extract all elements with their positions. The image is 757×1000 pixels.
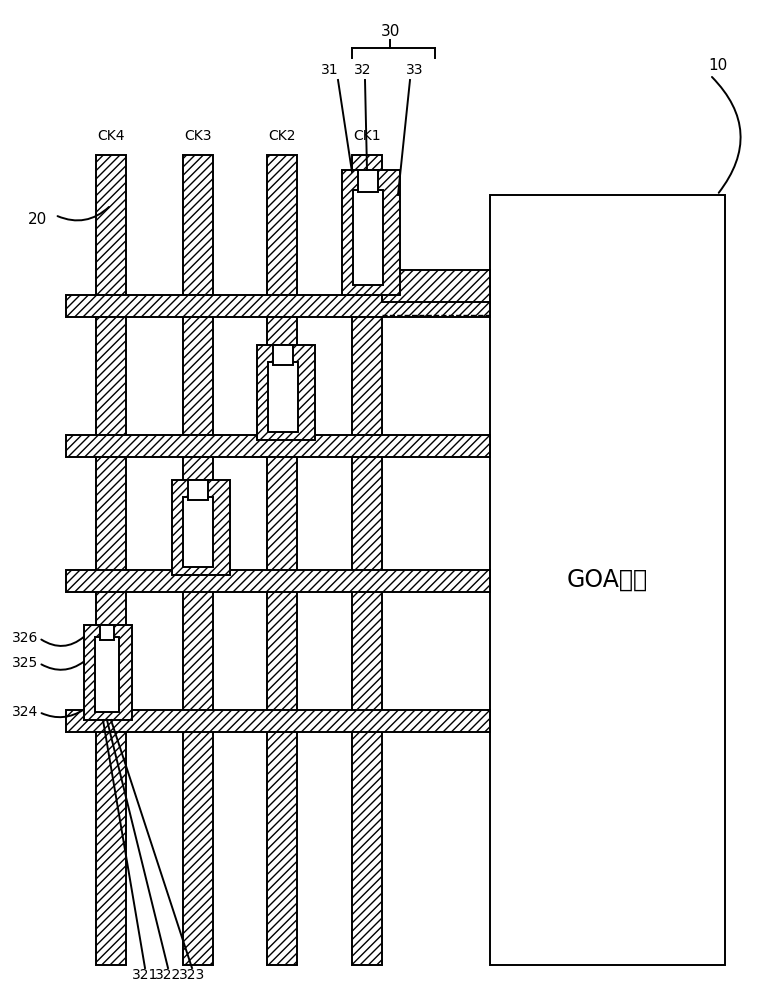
Text: 324: 324 <box>12 705 38 719</box>
Bar <box>66 295 490 317</box>
Bar <box>342 170 400 295</box>
Bar <box>183 497 213 567</box>
Bar <box>96 155 126 965</box>
Bar <box>267 155 297 965</box>
Text: 322: 322 <box>155 968 181 982</box>
Bar <box>188 480 208 500</box>
Text: CK2: CK2 <box>268 129 296 143</box>
Bar <box>382 270 490 302</box>
Text: 325: 325 <box>12 656 38 670</box>
Text: 323: 323 <box>179 968 205 982</box>
Text: 321: 321 <box>132 968 158 982</box>
Bar <box>268 362 298 432</box>
Text: 10: 10 <box>709 57 727 73</box>
Text: CK4: CK4 <box>97 129 125 143</box>
Bar <box>66 435 490 457</box>
Text: 326: 326 <box>11 631 38 645</box>
Bar <box>100 625 114 640</box>
Text: 31: 31 <box>321 63 339 77</box>
Text: CK3: CK3 <box>184 129 212 143</box>
Bar <box>66 710 490 732</box>
Bar <box>95 637 119 712</box>
Text: 33: 33 <box>407 63 424 77</box>
Bar <box>84 625 132 720</box>
Bar <box>358 170 378 192</box>
Bar <box>273 345 293 365</box>
Bar <box>183 155 213 965</box>
Bar <box>352 155 382 965</box>
Bar <box>172 480 230 575</box>
Text: 30: 30 <box>380 24 400 39</box>
Bar <box>257 345 315 440</box>
Text: CK1: CK1 <box>354 129 381 143</box>
Bar <box>490 195 725 965</box>
Text: GOA电路: GOA电路 <box>567 568 648 592</box>
Text: 20: 20 <box>28 213 47 228</box>
Bar <box>66 570 490 592</box>
Text: 32: 32 <box>354 63 372 77</box>
Bar <box>353 190 383 285</box>
